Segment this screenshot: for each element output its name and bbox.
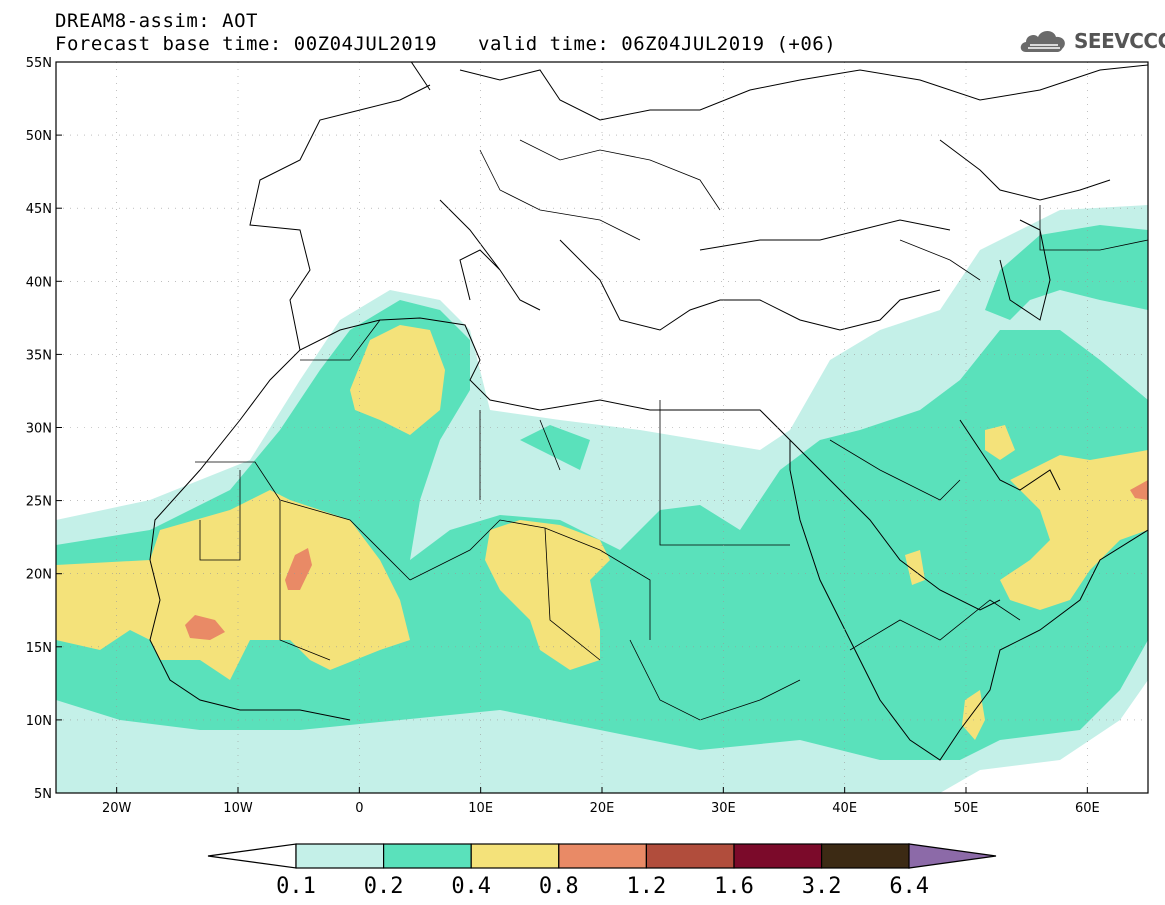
lat-tick-label: 35N [26, 348, 52, 363]
coastlines [149, 62, 1148, 761]
colorbar-label: 1.2 [627, 874, 667, 899]
colorbar-swatch [383, 843, 472, 869]
lat-tick-label: 45N [26, 202, 52, 217]
aot-area-high-algeria [285, 548, 312, 590]
lon-tick-label: 40E [832, 801, 857, 816]
aot-area-high-oman [1130, 480, 1148, 500]
lat-tick-label: 10N [26, 714, 52, 729]
logo-text: SEEVCCC [1074, 29, 1165, 53]
lat-tick-label: 40N [26, 275, 52, 290]
colorbar-swatch [820, 843, 910, 869]
aot-field [56, 205, 1148, 793]
lon-tick-label: 50E [954, 801, 979, 816]
colorbar-low-arrow [207, 843, 297, 869]
aot-area-arabia [1000, 450, 1148, 610]
aot-area-high-mali [185, 615, 225, 640]
lon-tick-label: 20W [102, 801, 132, 816]
colorbar-label: 3.2 [802, 874, 842, 899]
aot-area-algeria [350, 325, 445, 435]
lat-tick-label: 15N [26, 641, 52, 656]
lon-tick-label: 60E [1075, 801, 1100, 816]
lon-tick-label: 20E [590, 801, 615, 816]
colorbar-label: 0.4 [451, 874, 491, 899]
lon-tick-label: 0 [355, 801, 363, 816]
longitude-axis: 20W 10W 0 10E 20E 30E 40E 50E 60E [102, 787, 1100, 816]
lat-tick-label: 25N [26, 495, 52, 510]
colorbar-swatch [470, 843, 560, 869]
cloud-icon [1020, 31, 1065, 52]
lat-tick-label: 55N [26, 56, 52, 71]
lon-tick-label: 10W [223, 801, 253, 816]
seevccc-logo: SEEVCCC [1018, 24, 1165, 58]
colorbar-swatch [295, 843, 385, 869]
lon-tick-label: 30E [711, 801, 736, 816]
valid-time: valid time: 06Z04JUL2019 (+06) [478, 33, 837, 55]
aot-area-libya [520, 425, 590, 470]
aot-area-chad [485, 520, 610, 670]
colorbar-label: 6.4 [889, 874, 929, 899]
map-title: DREAM8-assim: AOT [55, 10, 258, 32]
lat-tick-label: 30N [26, 422, 52, 437]
colorbar-label: 0.2 [364, 874, 404, 899]
lat-tick-label: 20N [26, 568, 52, 583]
latitude-axis: 5N 10N 15N 20N 25N 30N 35N 40N 45N 50N 55N [26, 56, 62, 802]
forecast-base-time: Forecast base time: 00Z04JUL2019 [55, 33, 438, 55]
aot-area-gulf [985, 425, 1015, 460]
lat-tick-label: 50N [26, 129, 52, 144]
colorbar-label: 0.8 [539, 874, 579, 899]
colorbar-high-arrow [908, 843, 997, 869]
colorbar: 0.1 0.2 0.4 0.8 1.2 1.6 3.2 6.4 [207, 843, 997, 899]
colorbar-swatch [558, 843, 647, 869]
lat-tick-label: 5N [34, 787, 52, 802]
lon-tick-label: 10E [468, 801, 493, 816]
aot-area-sahara-west [56, 490, 410, 680]
colorbar-swatch [733, 843, 823, 869]
colorbar-label: 1.6 [714, 874, 754, 899]
colorbar-label: 0.1 [276, 874, 316, 899]
colorbar-swatch [645, 843, 735, 869]
map-grid [56, 62, 1148, 793]
aot-area-horn [962, 690, 985, 740]
aot-area-misc [905, 550, 925, 585]
